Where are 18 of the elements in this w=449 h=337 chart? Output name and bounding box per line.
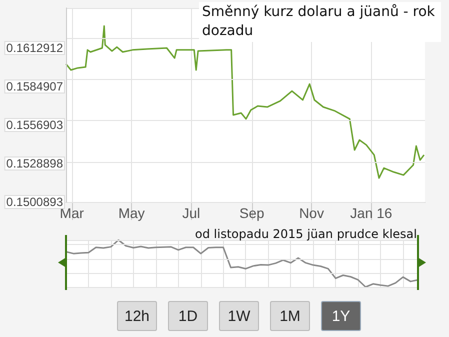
text: 1D — [168, 301, 208, 331]
text: 1Y — [321, 301, 361, 331]
y-tick-label: 0.1612912 — [6, 40, 64, 55]
text: 1W — [219, 301, 259, 331]
x-tick-label: Nov — [299, 205, 324, 221]
y-tick-label: 0.1500893 — [6, 195, 64, 209]
annotation: od listopadu 2015 jüan prudce klesal — [195, 227, 417, 241]
text: 1M — [270, 301, 310, 331]
line-series — [65, 25, 425, 179]
y-tick-label: 0.1556903 — [6, 118, 64, 132]
x-tick-label: Sep — [239, 205, 265, 221]
y-tick-label: 0.1528898 — [6, 156, 64, 170]
x-tick-label: May — [118, 205, 145, 221]
chart-title: Směnný kurz dolaru a jüanů - rok dozadu — [199, 2, 441, 42]
text: 12h — [117, 301, 157, 331]
x-tick-label: Jan 16 — [350, 205, 392, 221]
y-tick-label: 0.1584907 — [6, 79, 64, 94]
x-tick-label: Jul — [182, 205, 200, 221]
